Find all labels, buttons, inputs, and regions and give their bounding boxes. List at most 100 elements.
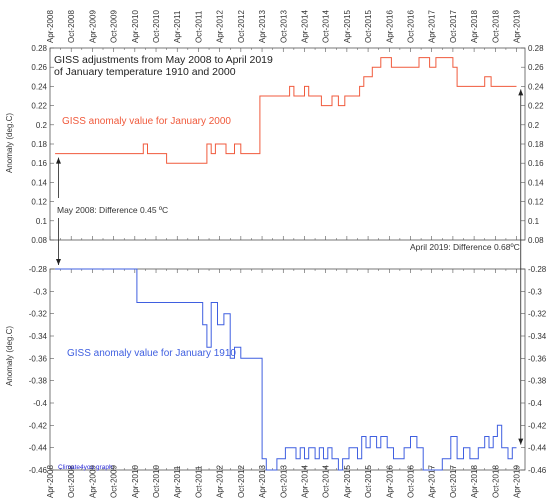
y-tick-label-right: 0.08: [528, 236, 544, 245]
x-tick-label-bottom: Oct-2014: [322, 465, 331, 498]
y-tick-label-left: -0.46: [29, 466, 48, 475]
end-arrow-head-up: [518, 89, 524, 96]
x-tick-label-bottom: Oct-2008: [67, 465, 76, 498]
start-arrow-down-head: [55, 259, 61, 265]
y-axis-label-top: Anomaly (deg.C): [5, 113, 14, 173]
y-tick-label-left: 0.26: [31, 63, 47, 72]
y-tick-label-left: -0.34: [29, 332, 48, 341]
start-arrow-up-head: [55, 157, 61, 164]
x-tick-label-bottom: Apr-2010: [131, 465, 140, 498]
x-tick-label-bottom: Apr-2017: [428, 465, 437, 498]
y-tick-label-left: -0.44: [29, 444, 48, 453]
y-axis-label-bottom: Anomaly (deg.C): [5, 326, 14, 386]
y-tick-label-right: 0.14: [528, 178, 544, 187]
y-tick-label-left: 0.08: [31, 236, 47, 245]
y-tick-label-left: -0.28: [29, 265, 48, 274]
x-tick-label-bottom: Apr-2016: [385, 465, 394, 498]
y-tick-label-left: 0.16: [31, 159, 47, 168]
x-tick-label-top: Oct-2009: [110, 10, 119, 43]
x-tick-label-top: Apr-2017: [428, 10, 437, 43]
y-tick-label-right: 0.28: [528, 44, 544, 53]
y-tick-label-left: 0.2: [36, 121, 48, 130]
start-difference-note: May 2008: Difference 0.45 ºC: [57, 205, 168, 215]
annotations: [55, 89, 524, 445]
x-tick-label-top: Apr-2012: [216, 10, 225, 43]
x-tick-label-top: Oct-2015: [364, 10, 373, 43]
y-tick-label-right: 0.1: [528, 217, 540, 226]
y-tick-label-left: -0.3: [33, 287, 47, 296]
y-tick-label-right: -0.32: [528, 310, 547, 319]
x-tick-label-bottom: Oct-2013: [279, 465, 288, 498]
series-label-1910: GISS anomaly value for January 1910: [67, 348, 236, 359]
chart-title: GISS adjustments from May 2008 to April …: [54, 54, 273, 66]
end-arrow-head-down: [518, 438, 524, 445]
y-tick-label-left: -0.36: [29, 354, 48, 363]
plot-frames: [49, 47, 526, 471]
x-tick-label-top: Oct-2017: [449, 10, 458, 43]
x-tick-label-top: Apr-2008: [46, 10, 55, 43]
x-tick-label-bottom: Oct-2015: [364, 465, 373, 498]
x-tick-label-top: Apr-2013: [258, 10, 267, 43]
x-tick-label-top: Apr-2010: [131, 10, 140, 43]
y-tick-label-right: -0.34: [528, 332, 547, 341]
series-line-0-0: [55, 57, 517, 164]
series-line-1-0: [55, 268, 517, 471]
x-tick-label-bottom: Apr-2019: [513, 465, 522, 498]
y-tick-label-right: 0.12: [528, 198, 544, 207]
series-label-2000: GISS anomaly value for January 2000: [62, 116, 231, 127]
x-tick-label-top: Oct-2012: [237, 10, 246, 43]
x-tick-label-bottom: Apr-2009: [88, 465, 97, 498]
x-tick-label-top: Oct-2008: [67, 10, 76, 43]
x-tick-label-top: Oct-2014: [322, 10, 331, 43]
y-tick-label-right: -0.44: [528, 444, 547, 453]
credit-label: Climate4you graph: [58, 464, 113, 471]
y-tick-label-right: -0.38: [528, 377, 547, 386]
x-tick-label-bottom: Oct-2016: [406, 465, 415, 498]
y-tick-label-left: -0.32: [29, 310, 48, 319]
x-tick-label-bottom: Oct-2012: [237, 465, 246, 498]
y-tick-label-right: -0.36: [528, 354, 547, 363]
x-tick-label-top: Apr-2014: [300, 10, 309, 43]
x-tick-label-bottom: Oct-2011: [194, 465, 203, 498]
x-tick-label-top: Apr-2018: [470, 10, 479, 43]
y-tick-label-left: 0.28: [31, 44, 47, 53]
end-difference-note: April 2019: Difference 0.68ºC: [410, 242, 520, 252]
start-arrow-up: [55, 157, 61, 198]
x-axis-ticks: Apr-2008 Apr-2008 Oct-2008 Oct-2008 Apr-2009…: [46, 10, 522, 498]
x-tick-label-top: Apr-2011: [173, 10, 182, 43]
x-tick-label-bottom: Oct-2009: [110, 465, 119, 498]
x-tick-label-top: Oct-2018: [491, 10, 500, 43]
y-axis-ticks: 0.08 0.08 0.1 0.1 0.12 0.12 0.14 0.14 0.16 0.16 0.…: [29, 44, 547, 475]
y-tick-label-right: -0.46: [528, 466, 547, 475]
x-tick-label-top: Apr-2019: [513, 10, 522, 43]
series-lines: [55, 57, 517, 471]
x-tick-label-bottom: Apr-2018: [470, 465, 479, 498]
x-tick-label-bottom: Apr-2015: [343, 465, 352, 498]
y-tick-label-left: 0.24: [31, 82, 47, 91]
y-tick-label-right: -0.3: [528, 287, 542, 296]
y-tick-label-left: -0.4: [33, 399, 47, 408]
x-tick-label-top: Oct-2016: [406, 10, 415, 43]
y-tick-label-right: 0.16: [528, 159, 544, 168]
y-tick-label-right: 0.18: [528, 140, 544, 149]
x-tick-label-top: Apr-2009: [88, 10, 97, 43]
x-tick-label-bottom: Apr-2014: [300, 465, 309, 498]
x-tick-label-top: Oct-2011: [194, 10, 203, 43]
chart-subtitle: of January temperature 1910 and 2000: [54, 66, 236, 78]
y-tick-label-right: 0.2: [528, 121, 540, 130]
y-tick-label-left: 0.1: [36, 217, 48, 226]
y-tick-label-left: 0.14: [31, 178, 47, 187]
y-tick-label-right: 0.24: [528, 82, 544, 91]
x-tick-label-bottom: Oct-2018: [491, 465, 500, 498]
x-tick-label-top: Apr-2015: [343, 10, 352, 43]
y-tick-label-left: 0.12: [31, 198, 47, 207]
y-tick-label-right: 0.22: [528, 102, 544, 111]
x-tick-label-bottom: Oct-2010: [152, 465, 161, 498]
plot-frame-1: [49, 268, 526, 471]
y-tick-label-right: -0.28: [528, 265, 547, 274]
x-tick-label-top: Oct-2013: [279, 10, 288, 43]
x-tick-label-bottom: Apr-2013: [258, 465, 267, 498]
x-tick-label-bottom: Apr-2012: [216, 465, 225, 498]
y-tick-label-right: -0.42: [528, 421, 547, 430]
